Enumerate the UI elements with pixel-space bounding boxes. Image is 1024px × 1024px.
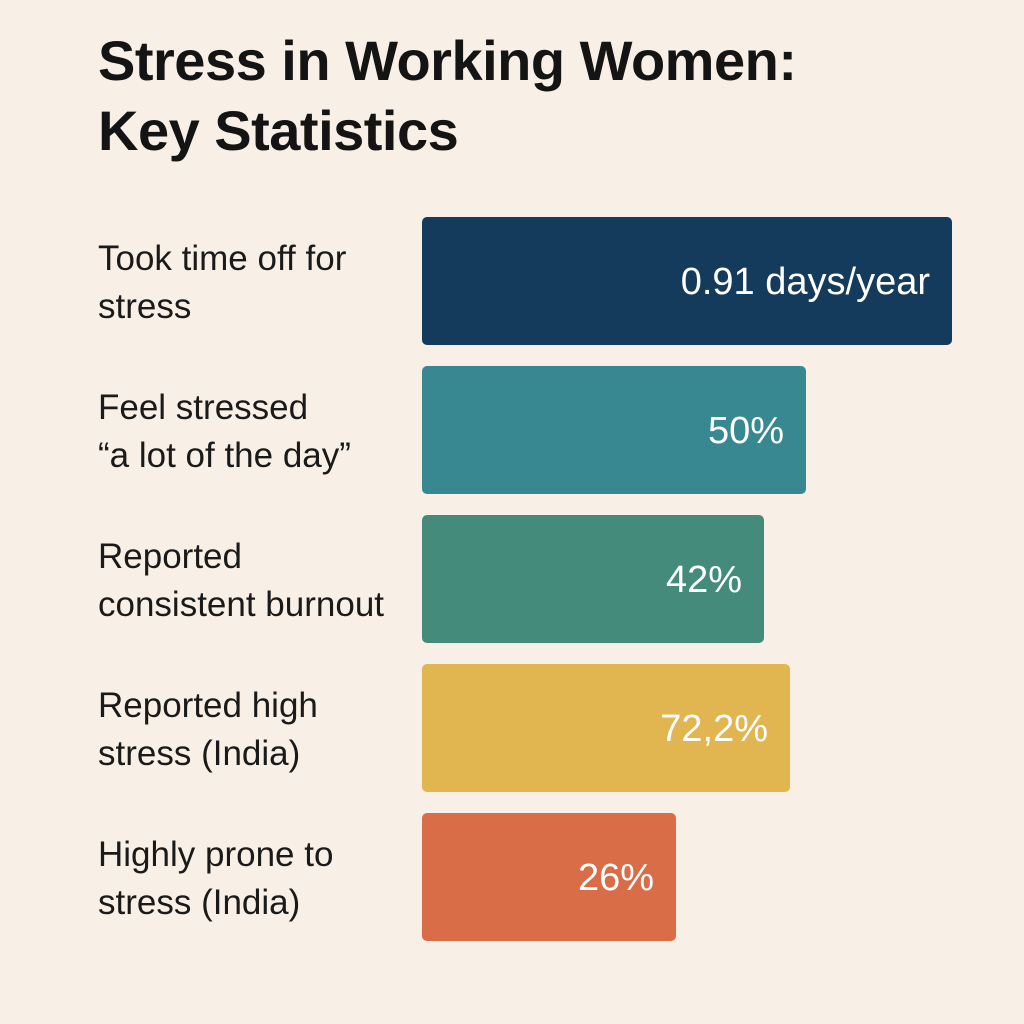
chart-title-line-1: Stress in Working Women: [98,29,797,92]
category-label-line: “a lot of the day” [98,436,351,475]
bar-row: Reported high stress (India) 72,2% [98,664,790,792]
bar-row: Highly prone to stress (India) 26% [98,813,676,941]
bar [422,217,952,345]
bar [422,366,806,494]
bar-row: Feel stressed “a lot of the day” 50% [98,366,806,494]
category-label-line: stress [98,287,191,326]
value-label: 0.91 days/year [681,261,931,303]
bar-row: Took time off for stress 0.91 days/year [98,217,952,345]
category-label: Took time off for stress [98,239,347,326]
category-label-line: Highly prone to [98,835,333,874]
category-label-line: stress (India) [98,734,300,773]
value-label: 42% [666,559,742,601]
chart-title-line-2: Key Statistics [98,99,459,162]
bar [422,515,764,643]
value-label: 72,2% [660,708,768,750]
category-label: Highly prone to stress (India) [98,835,333,922]
chart-title: Stress in Working Women: Key Statistics [98,26,797,166]
value-label: 50% [708,410,784,452]
value-label: 26% [578,857,654,899]
category-label-line: stress (India) [98,883,300,922]
category-label: Reported high stress (India) [98,686,318,773]
bar [422,813,676,941]
bar [422,664,790,792]
category-label-line: Took time off for [98,239,347,278]
category-label-line: Reported [98,537,242,576]
category-label-line: Feel stressed [98,388,308,427]
category-label-line: Reported high [98,686,318,725]
category-label: Reported consistent burnout [98,537,384,624]
bar-row: Reported consistent burnout 42% [98,515,764,643]
category-label-line: consistent burnout [98,585,384,624]
category-label: Feel stressed “a lot of the day” [98,388,351,475]
